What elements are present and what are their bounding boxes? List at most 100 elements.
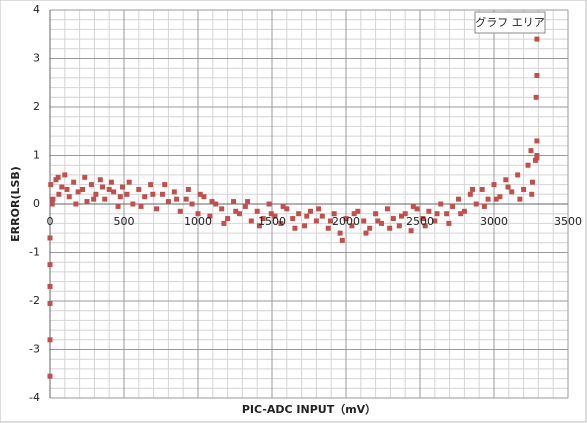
point	[361, 218, 367, 224]
point	[162, 182, 168, 188]
point	[450, 203, 456, 209]
point	[396, 223, 402, 229]
point	[505, 184, 511, 190]
point	[414, 206, 420, 212]
point	[254, 208, 260, 214]
point	[75, 189, 81, 195]
point	[497, 194, 503, 200]
point	[529, 191, 535, 197]
y-tick-label: -1	[29, 246, 40, 259]
point	[307, 208, 313, 214]
point	[59, 184, 65, 190]
point	[292, 225, 298, 231]
point	[207, 213, 213, 219]
point	[189, 201, 195, 207]
point	[422, 223, 428, 229]
point	[183, 196, 189, 202]
point	[278, 220, 284, 226]
point	[88, 182, 94, 188]
point	[50, 196, 56, 202]
point	[126, 179, 132, 185]
point	[455, 196, 461, 202]
point	[331, 211, 337, 217]
point	[150, 191, 156, 197]
point	[97, 177, 103, 183]
point	[343, 216, 349, 222]
point	[256, 223, 262, 229]
point	[302, 223, 308, 229]
point	[426, 208, 432, 214]
point	[91, 196, 97, 202]
point	[231, 199, 237, 205]
point	[136, 186, 142, 192]
point	[375, 218, 381, 224]
point	[363, 230, 369, 236]
point	[47, 373, 53, 379]
y-tick-label: 0	[33, 197, 40, 210]
point	[521, 186, 527, 192]
point	[533, 94, 539, 100]
point	[438, 201, 444, 207]
y-tick-label: -4	[29, 391, 40, 404]
point	[337, 230, 343, 236]
point	[515, 172, 521, 178]
point	[399, 213, 404, 219]
y-tick-label: -2	[29, 294, 40, 307]
point	[390, 216, 396, 222]
point	[117, 194, 123, 200]
point	[260, 216, 266, 222]
point	[47, 235, 53, 241]
point	[56, 191, 62, 197]
point	[266, 201, 272, 207]
point	[242, 203, 248, 209]
point	[268, 211, 274, 217]
point	[327, 218, 333, 224]
point	[102, 196, 108, 202]
point	[73, 201, 79, 207]
point	[195, 211, 201, 217]
point	[402, 211, 408, 217]
point	[517, 196, 523, 202]
y-tick-label: 4	[33, 3, 40, 16]
y-tick-label: 3	[33, 52, 40, 65]
point	[106, 186, 112, 192]
point	[47, 283, 53, 289]
point	[248, 218, 254, 224]
point	[201, 194, 207, 200]
point	[444, 211, 450, 217]
point	[100, 184, 106, 190]
point	[534, 36, 540, 42]
point	[124, 191, 130, 197]
point	[209, 199, 215, 205]
point	[316, 206, 322, 212]
point	[432, 218, 438, 224]
point	[142, 194, 148, 200]
point	[49, 201, 55, 207]
point	[62, 172, 68, 178]
point	[410, 203, 416, 209]
point	[213, 201, 219, 207]
point	[225, 216, 231, 222]
point	[304, 213, 310, 219]
point	[71, 179, 77, 185]
x-tick-label: 2500	[406, 215, 434, 228]
point	[165, 199, 171, 205]
x-tick-label: 1000	[184, 215, 212, 228]
point	[319, 213, 325, 219]
point	[138, 203, 144, 209]
x-tick-label: 3500	[554, 215, 582, 228]
point	[481, 203, 487, 209]
point	[325, 225, 331, 231]
point	[219, 206, 225, 212]
point	[473, 201, 479, 207]
y-tick-label: -3	[29, 343, 40, 356]
point	[84, 199, 90, 205]
point	[115, 203, 121, 209]
point	[458, 211, 464, 217]
point	[351, 211, 357, 217]
point	[221, 220, 227, 226]
point	[185, 186, 191, 192]
point	[64, 186, 70, 192]
y-tick-label: 2	[33, 100, 40, 113]
point	[373, 211, 379, 217]
